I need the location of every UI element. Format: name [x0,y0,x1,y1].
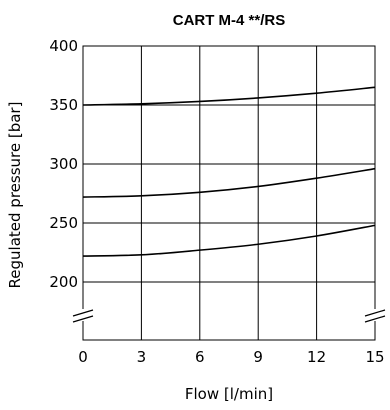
left-axis-break [72,309,94,323]
x-tick-labels: 0 3 6 9 12 15 [78,348,384,366]
x-tick-label: 0 [78,348,88,366]
axis-break-marks [72,309,386,323]
x-axis-label: Flow [l/min] [185,385,273,403]
y-tick-label: 250 [49,214,78,232]
x-tick-label: 3 [137,348,147,366]
plot-frame [82,45,376,341]
grid [82,45,376,341]
y-tick-label: 300 [49,155,78,173]
y-tick-label: 400 [49,37,78,55]
series-line-1 [82,86,376,106]
series-line-2 [82,167,376,198]
series-line-3 [82,224,376,257]
y-tick-label: 200 [49,273,78,291]
right-axis-break [364,309,386,323]
curves [82,86,376,257]
chart-title: CART M-4 **/RS [173,12,286,29]
y-tick-label: 350 [49,96,78,114]
y-tick-labels: 400 350 300 250 200 [49,37,78,291]
x-tick-label: 15 [365,348,384,366]
y-axis-label: Regulated pressure [bar] [6,102,24,289]
x-tick-label: 12 [307,348,326,366]
x-tick-label: 9 [253,348,263,366]
x-tick-label: 6 [195,348,205,366]
